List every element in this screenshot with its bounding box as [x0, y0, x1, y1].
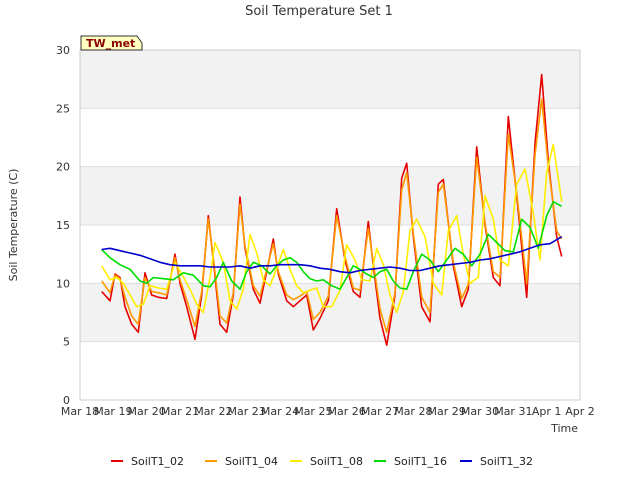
legend-entry: SoilT1_02: [131, 455, 184, 468]
y-tick-label: 25: [56, 102, 70, 115]
chart-title: Soil Temperature Set 1: [245, 4, 393, 19]
x-tick-label: Mar 18: [61, 405, 99, 418]
x-tick-label: Mar 19: [94, 405, 132, 418]
legend-entry: SoilT1_08: [310, 455, 363, 468]
x-tick-label: Mar 26: [328, 405, 366, 418]
plot-background: [80, 50, 580, 400]
plot-band: [80, 108, 580, 167]
x-tick-label: Mar 20: [128, 405, 166, 418]
y-tick-label: 0: [63, 394, 70, 407]
x-tick-label: Mar 29: [428, 405, 466, 418]
legend-entry: SoilT1_16: [394, 455, 447, 468]
plot-frame: [79, 49, 581, 401]
x-tick-label: Mar 28: [394, 405, 432, 418]
series-group: [101, 73, 563, 347]
y-tick-label: 10: [56, 277, 70, 290]
x-tick-label: Mar 30: [461, 405, 499, 418]
x-tick-label: Mar 23: [228, 405, 266, 418]
x-tick-label: Mar 27: [361, 405, 399, 418]
x-tick-label: Apr 1: [532, 405, 562, 418]
x-tick-label: Mar 22: [194, 405, 232, 418]
plot-band: [80, 50, 580, 109]
plot-band: [80, 166, 580, 225]
y-tick-label: 15: [56, 219, 70, 232]
station-label-background: [80, 35, 143, 51]
x-tick-label: Mar 25: [294, 405, 332, 418]
x-tick-label: Mar 31: [494, 405, 532, 418]
series-line-soilt1-16: [101, 200, 563, 291]
y-tick-label: 30: [56, 44, 70, 57]
x-tick-label: Mar 21: [161, 405, 199, 418]
x-axis-label: Time: [550, 422, 578, 435]
plot-band: [80, 341, 580, 400]
y-axis-label: Soil Temperature (C): [7, 169, 20, 282]
series-line-soilt1-04: [101, 98, 563, 334]
legend-entry: SoilT1_04: [225, 455, 278, 468]
legend: SoilT1_02 SoilT1_04 SoilT1_08 SoilT1_16 Soil…: [111, 455, 533, 468]
x-tick-label: Mar 24: [261, 405, 299, 418]
series-line-soilt1-32: [101, 236, 563, 274]
y-tick-label: 5: [63, 336, 70, 349]
station-label: TW_met: [86, 37, 135, 50]
y-tick-labels: 0 5 10 15 20 25 30: [56, 44, 70, 407]
plot-band: [80, 283, 580, 342]
station-label-box: TW_met: [80, 35, 143, 51]
y-tick-label: 20: [56, 161, 70, 174]
x-tick-label: Apr 2: [565, 405, 595, 418]
series-line-soilt1-08: [101, 143, 563, 314]
legend-entry: SoilT1_32: [480, 455, 533, 468]
